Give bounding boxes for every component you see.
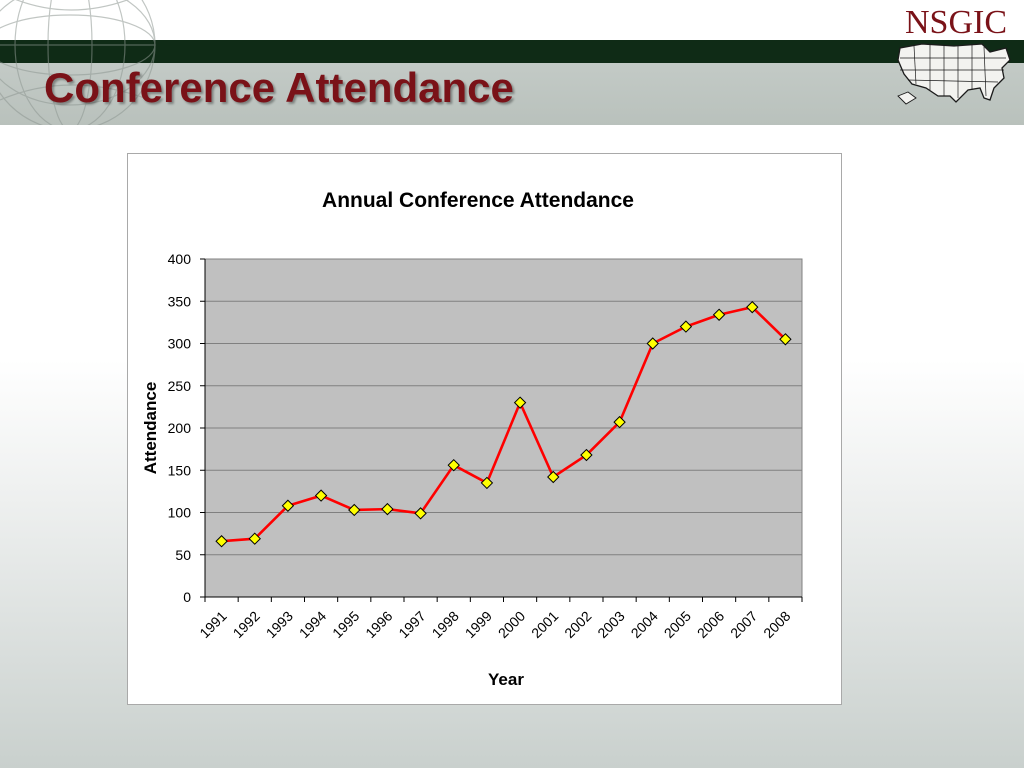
x-axis-ticks: 1991 1992 1993 1994 1995 1996 1997 1998 1999 2000…: [196, 596, 803, 641]
globe-wireframe-icon: [0, 0, 156, 125]
y-tick-label: 50: [175, 547, 191, 563]
data-point: [414, 507, 427, 520]
x-tick-label: 1997: [395, 608, 428, 641]
data-point: [646, 337, 659, 350]
series-attendance: [215, 300, 792, 548]
data-point: [513, 396, 527, 409]
slide-title: Conference Attendance: [44, 64, 514, 111]
data-point: [447, 458, 460, 472]
data-point: [580, 448, 593, 462]
y-tick-label: 0: [183, 589, 191, 605]
chart-frame: Annual Conference Attendance 0 50 100 150 20…: [127, 153, 842, 705]
x-tick-label: 1991: [196, 608, 229, 641]
chart-title: Annual Conference Attendance: [322, 189, 634, 212]
x-tick-label: 1999: [462, 608, 495, 641]
x-tick-label: 1994: [296, 608, 329, 641]
y-tick-label: 250: [168, 378, 192, 394]
x-tick-label: 2001: [528, 608, 561, 641]
x-tick-label: 2003: [594, 608, 627, 641]
line-chart: Annual Conference Attendance 0 50 100 150 20…: [141, 189, 803, 689]
header-rule: [0, 40, 1024, 63]
x-tick-label: 1998: [429, 608, 462, 641]
data-point: [613, 415, 626, 429]
x-tick-label: 2008: [760, 608, 793, 641]
data-point: [381, 502, 394, 516]
y-axis-ticks: 0 50 100 150 200 250 300 350 400: [168, 251, 206, 605]
y-tick-label: 400: [168, 251, 192, 267]
data-point: [248, 532, 261, 545]
x-axis-title: Year: [488, 670, 524, 689]
y-axis-title: Attendance: [141, 382, 160, 475]
x-tick-label: 2006: [694, 608, 727, 641]
logo-text: NSGIC: [904, 4, 1008, 41]
us-states-map-icon: [897, 43, 1011, 105]
y-tick-label: 350: [168, 293, 192, 309]
x-tick-label: 2002: [561, 608, 594, 641]
x-tick-label: 2007: [727, 608, 760, 641]
data-point: [348, 503, 361, 517]
y-tick-label: 300: [168, 336, 192, 352]
data-point: [712, 308, 726, 321]
x-tick-label: 1993: [263, 608, 296, 641]
x-tick-label: 1996: [362, 608, 395, 641]
gridlines: [205, 300, 802, 556]
x-tick-label: 2004: [628, 608, 661, 641]
x-tick-label: 1992: [230, 608, 263, 641]
x-tick-label: 2005: [661, 608, 694, 641]
data-point: [779, 333, 792, 346]
x-tick-label: 2000: [495, 608, 528, 641]
data-point: [679, 320, 693, 333]
data-point: [480, 476, 494, 490]
data-point: [281, 499, 295, 512]
series-line: [221, 305, 787, 543]
header-band: [0, 63, 1024, 125]
data-point: [314, 489, 328, 502]
data-point: [746, 300, 759, 314]
data-point: [547, 470, 560, 484]
nsgic-logo: NSGIC: [880, 0, 1020, 116]
y-tick-label: 200: [168, 420, 192, 436]
data-point: [215, 535, 228, 548]
x-tick-label: 1995: [329, 608, 362, 641]
y-tick-label: 150: [168, 462, 192, 478]
y-tick-label: 100: [168, 505, 192, 521]
